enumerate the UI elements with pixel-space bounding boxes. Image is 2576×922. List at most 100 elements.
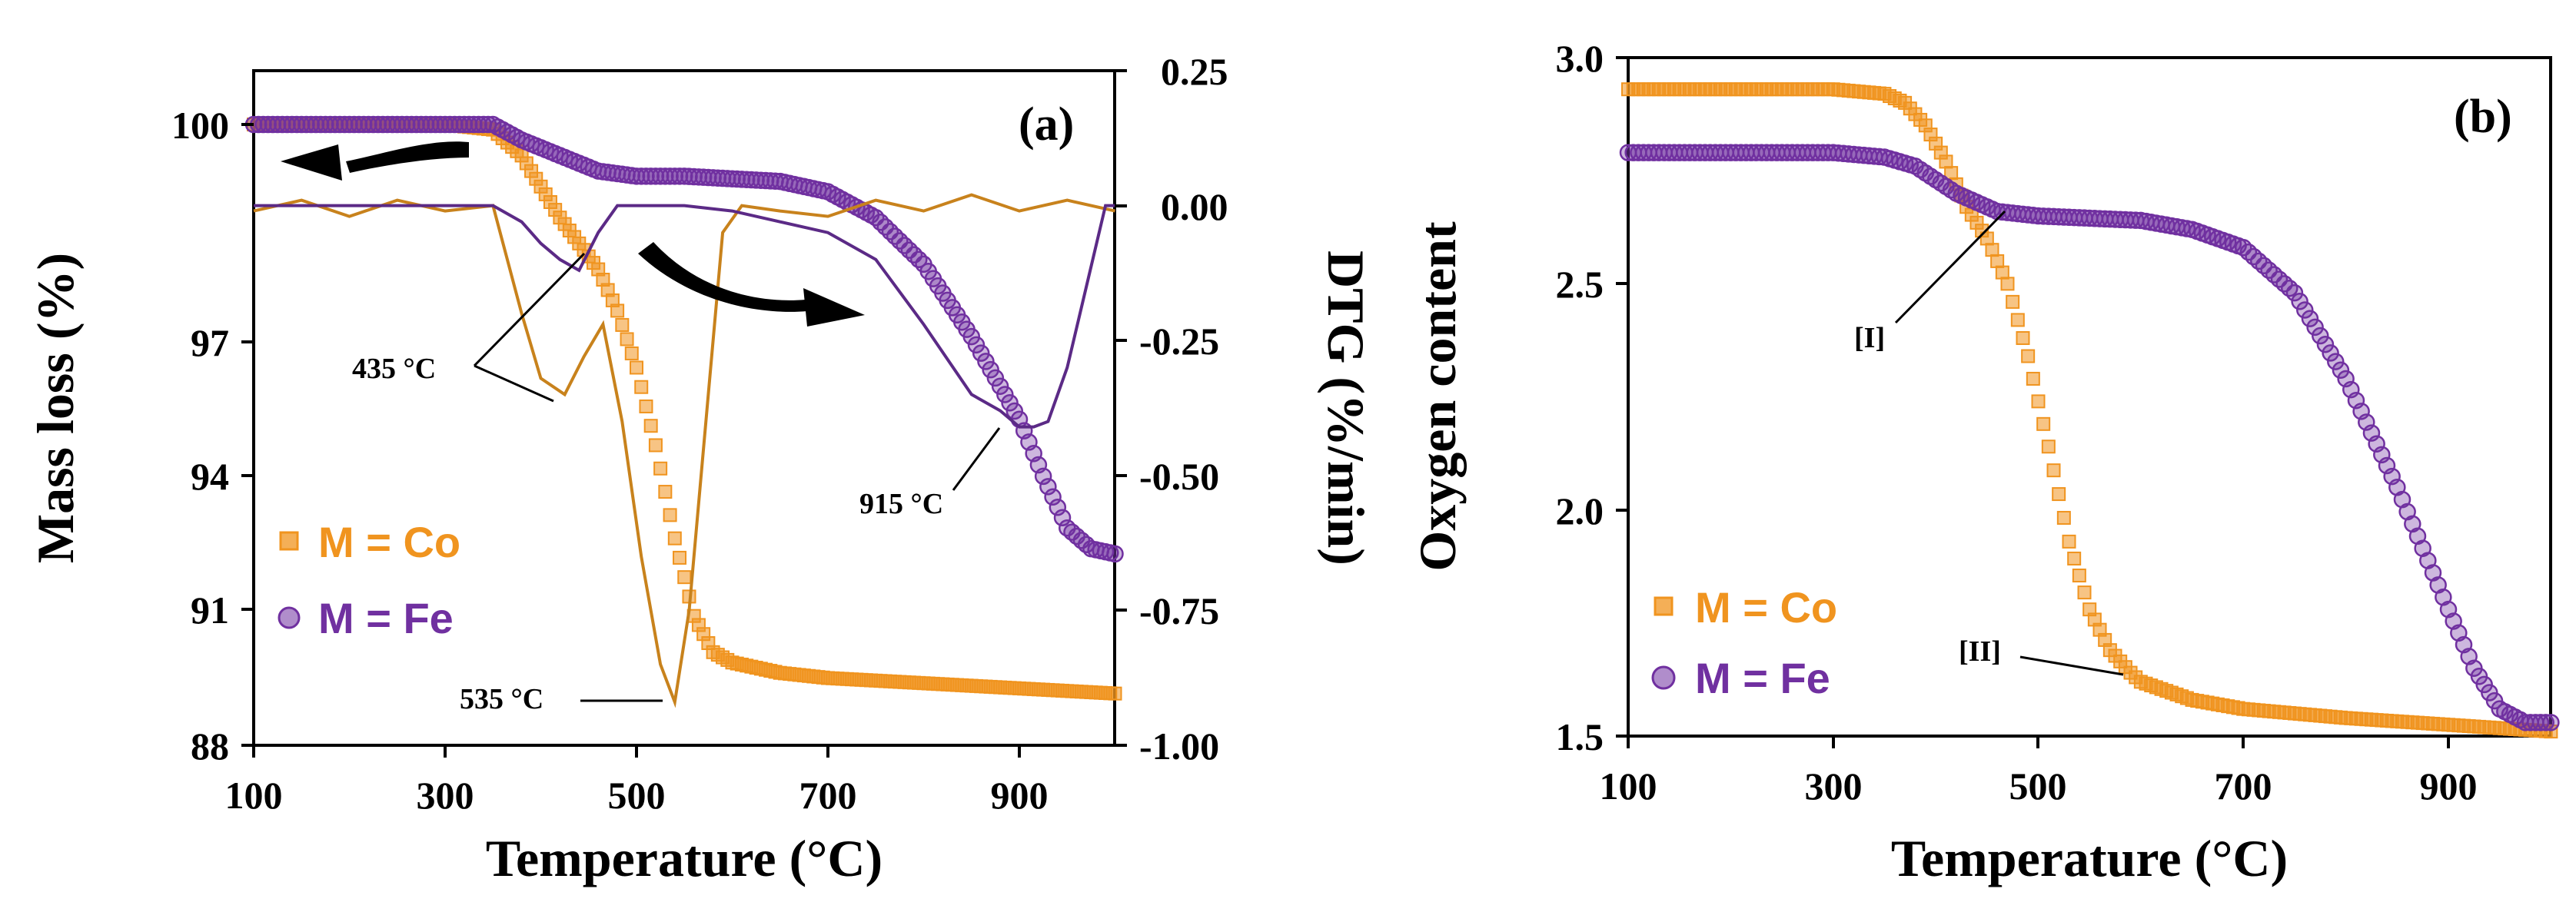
data-point-co xyxy=(2056,510,2071,525)
data-point-co xyxy=(615,317,630,332)
legend-co-label: M = Co xyxy=(1695,583,1837,632)
data-point-co xyxy=(2052,487,2066,502)
panel-a-y2tick-label: -0.25 xyxy=(1139,320,1219,363)
panel-a-ytick-label: 100 xyxy=(171,104,229,147)
panel-b-xtick-label: 300 xyxy=(1805,764,1863,808)
data-point-co xyxy=(2544,725,2558,739)
data-point-fe xyxy=(2312,327,2329,345)
data-point-co xyxy=(634,380,649,394)
legend-fe-label: M = Fe xyxy=(1695,654,1830,702)
panel-a-xtick-label: 300 xyxy=(417,774,474,817)
panel-a-ytick-label: 91 xyxy=(191,589,229,632)
panel-b-frame xyxy=(1627,56,2552,738)
data-point-fe xyxy=(972,344,990,362)
panel-a-y2-axis-title: DTG (%/min) xyxy=(1317,250,1375,565)
data-point-co xyxy=(624,346,639,360)
data-point-fe xyxy=(1039,478,1057,496)
data-point-fe xyxy=(2332,361,2350,380)
series-fe xyxy=(1619,144,2560,731)
data-point-co xyxy=(2031,394,2046,409)
panel-b: 100 300 500 700 900 1.5 2.0 2.5 3.0 Temp… xyxy=(1408,37,2560,887)
annotation-I: [I] xyxy=(1854,210,2006,354)
legend-fe-marker xyxy=(1651,665,1676,690)
legend-co-marker xyxy=(279,531,299,551)
data-point-co xyxy=(2041,439,2056,454)
data-point-fe xyxy=(1053,509,1072,526)
panel-a-y2tick-label: -1.00 xyxy=(1139,725,1219,768)
data-point-co xyxy=(1108,686,1122,701)
data-point-co xyxy=(1985,243,1999,257)
data-point-fe xyxy=(2301,310,2319,327)
panel-a-xtick-label: 500 xyxy=(608,774,666,817)
data-point-fe xyxy=(2296,301,2314,319)
annotation-II: [II] xyxy=(1959,635,2124,676)
panel-a-xtick-label: 900 xyxy=(991,774,1049,817)
data-point-co xyxy=(1990,254,2005,268)
data-point-co xyxy=(630,360,643,375)
panel-b-label: (b) xyxy=(2454,91,2512,143)
panel-b-ytick-label: 3.0 xyxy=(1556,37,1604,80)
data-point-fe xyxy=(977,353,995,370)
panel-a-x-axis-title: Temperature (°C) xyxy=(486,829,882,887)
panel-b-xtick-label: 700 xyxy=(2215,764,2272,808)
data-point-co xyxy=(2021,349,2036,363)
panel-b-y-ticks: 1.5 2.0 2.5 3.0 xyxy=(1556,37,1628,758)
panel-a-legend: M = Co M = Fe xyxy=(278,518,460,642)
data-point-fe xyxy=(1044,488,1062,506)
data-point-co xyxy=(673,550,687,565)
data-point-fe xyxy=(996,386,1014,403)
data-point-co xyxy=(667,531,682,546)
legend-co-label: M = Co xyxy=(318,518,460,566)
annotation-435: 435 °C xyxy=(352,252,586,403)
data-point-co xyxy=(2072,569,2086,583)
panel-a: 100 300 500 700 900 88 91 94 97 100 xyxy=(26,50,1375,887)
panel-a-ytick-label: 88 xyxy=(191,725,229,768)
data-point-co xyxy=(658,485,673,499)
data-point-fe xyxy=(2327,353,2345,370)
svg-text:435 °C: 435 °C xyxy=(352,353,436,385)
data-point-co xyxy=(2046,463,2061,478)
panel-a-y-ticks: 88 91 94 97 100 xyxy=(171,104,254,768)
svg-text:[I]: [I] xyxy=(1854,322,1885,354)
data-point-fe xyxy=(2306,318,2324,337)
panel-b-ytick-label: 2.0 xyxy=(1556,489,1604,532)
data-point-fe xyxy=(1001,394,1019,412)
data-point-co xyxy=(663,508,677,522)
data-point-fe xyxy=(991,377,1009,395)
panel-a-frame xyxy=(252,69,1116,747)
legend-fe-label: M = Fe xyxy=(318,594,454,642)
data-point-fe xyxy=(2537,714,2554,731)
panel-a-y2tick-label: -0.50 xyxy=(1139,455,1219,498)
data-point-fe xyxy=(982,360,999,379)
panel-a-xtick-label: 700 xyxy=(799,774,857,817)
data-point-fe xyxy=(1005,402,1024,420)
data-point-fe xyxy=(1106,545,1124,563)
panel-b-ytick-label: 1.5 xyxy=(1556,715,1604,758)
dtg-line-fe xyxy=(254,204,1115,429)
data-point-co xyxy=(677,570,692,585)
panel-b-x-axis-title: Temperature (°C) xyxy=(1891,829,2288,887)
data-point-co xyxy=(2000,277,2015,291)
panel-a-y-axis-title: Mass loss (%) xyxy=(26,253,85,563)
panel-b-y-axis-title: Oxygen content xyxy=(1408,221,1467,572)
panel-b-legend: M = Co M = Fe xyxy=(1651,583,1837,702)
data-point-co xyxy=(1995,265,2009,280)
panel-a-y2-ticks: 0.25 0.00 -0.25 -0.50 -0.75 -1.00 xyxy=(1115,50,1228,768)
data-point-fe xyxy=(2291,293,2308,310)
data-point-fe xyxy=(2322,344,2339,362)
svg-text:[II]: [II] xyxy=(1959,635,2001,668)
data-point-fe xyxy=(962,327,980,346)
legend-co-marker xyxy=(1654,596,1674,616)
panel-a-y2tick-label: -0.75 xyxy=(1139,589,1219,632)
data-point-co xyxy=(2010,313,2025,327)
annotation-535: 535 °C xyxy=(460,683,663,715)
legend-fe-marker xyxy=(278,606,301,629)
data-point-fe xyxy=(2316,335,2335,353)
data-point-fe xyxy=(1049,499,1067,516)
data-point-fe xyxy=(986,369,1005,387)
panel-a-plot-area xyxy=(244,115,1124,708)
panel-b-ytick-label: 2.5 xyxy=(1556,263,1604,306)
panel-a-xtick-label: 100 xyxy=(225,774,283,817)
annotation-915: 915 °C xyxy=(859,427,1001,520)
data-point-co xyxy=(2062,534,2076,549)
